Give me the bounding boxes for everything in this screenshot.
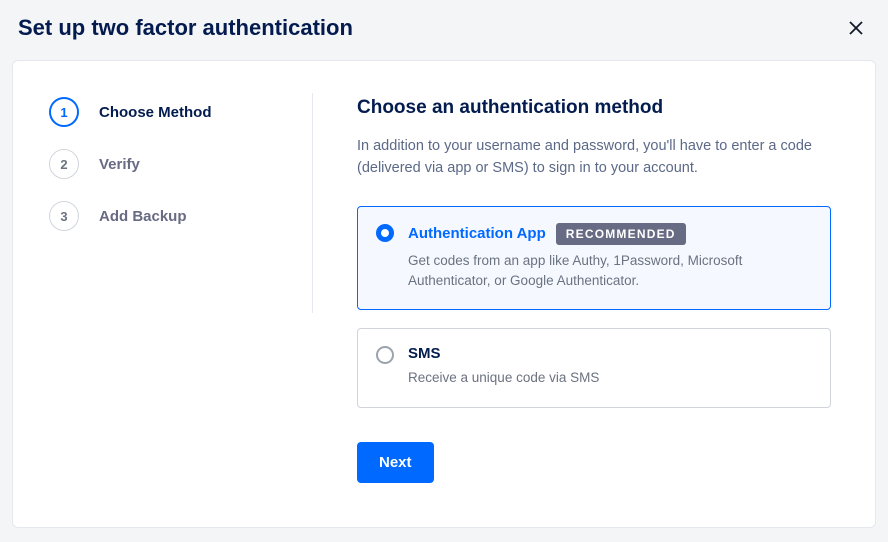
option-title-row: SMS — [408, 345, 812, 362]
option-body: Authentication App RECOMMENDED Get codes… — [408, 223, 812, 292]
dialog-card: 1 Choose Method 2 Verify 3 Add Backup Ch… — [12, 60, 876, 528]
option-description: Receive a unique code via SMS — [408, 368, 812, 388]
step-label: Choose Method — [99, 104, 212, 121]
option-title-row: Authentication App RECOMMENDED — [408, 223, 812, 245]
step-choose-method[interactable]: 1 Choose Method — [49, 97, 285, 127]
actions-row: Next — [357, 442, 831, 483]
radio-icon — [376, 346, 394, 364]
content-description: In addition to your username and passwor… — [357, 135, 831, 180]
step-number: 3 — [49, 201, 79, 231]
step-number: 2 — [49, 149, 79, 179]
dialog-title: Set up two factor authentication — [18, 15, 842, 41]
step-verify[interactable]: 2 Verify — [49, 149, 285, 179]
content-panel: Choose an authentication method In addit… — [313, 61, 875, 527]
option-body: SMS Receive a unique code via SMS — [408, 345, 812, 388]
close-icon — [848, 20, 864, 36]
step-number: 1 — [49, 97, 79, 127]
step-label: Verify — [99, 156, 140, 173]
option-sms[interactable]: SMS Receive a unique code via SMS — [357, 328, 831, 407]
content-heading: Choose an authentication method — [357, 97, 831, 119]
next-button[interactable]: Next — [357, 442, 434, 483]
option-authentication-app[interactable]: Authentication App RECOMMENDED Get codes… — [357, 206, 831, 311]
dialog-header: Set up two factor authentication — [0, 0, 888, 52]
step-label: Add Backup — [99, 208, 187, 225]
steps-sidebar: 1 Choose Method 2 Verify 3 Add Backup — [13, 65, 313, 523]
option-description: Get codes from an app like Authy, 1Passw… — [408, 251, 812, 292]
close-button[interactable] — [842, 14, 870, 42]
option-title: Authentication App — [408, 225, 546, 242]
option-title: SMS — [408, 345, 441, 362]
step-add-backup[interactable]: 3 Add Backup — [49, 201, 285, 231]
recommended-badge: RECOMMENDED — [556, 223, 686, 245]
radio-icon — [376, 224, 394, 242]
two-factor-setup-dialog: Set up two factor authentication 1 Choos… — [0, 0, 888, 542]
